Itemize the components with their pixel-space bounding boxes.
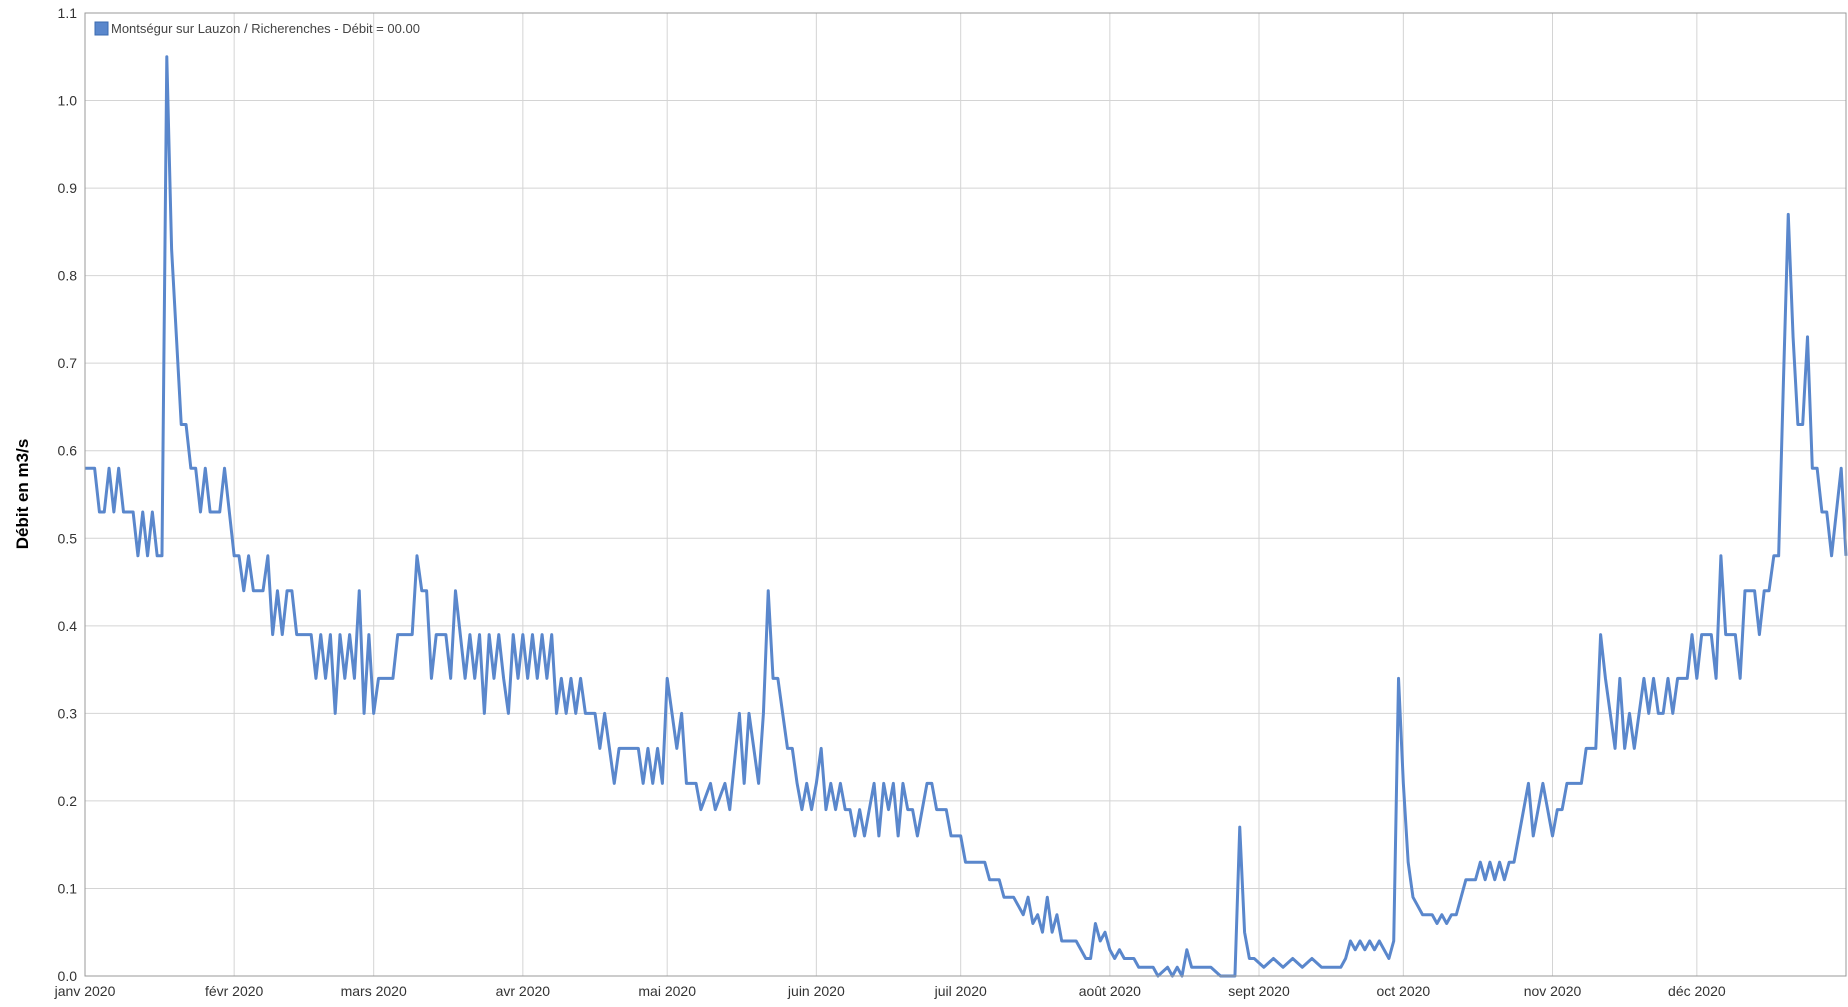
- x-tick-label: janv 2020: [54, 983, 116, 999]
- x-tick-label: nov 2020: [1524, 983, 1582, 999]
- x-tick-label: mai 2020: [638, 983, 696, 999]
- y-axis-label: Débit en m3/s: [13, 439, 32, 550]
- y-tick-label: 0.8: [58, 268, 78, 284]
- y-tick-label: 1.0: [58, 93, 78, 109]
- y-tick-label: 0.2: [58, 793, 78, 809]
- x-tick-label: sept 2020: [1228, 983, 1290, 999]
- x-tick-label: juil 2020: [934, 983, 987, 999]
- x-tick-label: oct 2020: [1376, 983, 1430, 999]
- y-tick-label: 0.9: [58, 180, 78, 196]
- y-tick-label: 0.1: [58, 880, 78, 896]
- x-tick-label: févr 2020: [205, 983, 264, 999]
- plot-border: [84, 12, 1847, 977]
- y-tick-label: 0.6: [58, 443, 78, 459]
- y-tick-label: 0.3: [58, 705, 78, 721]
- plot-area: [84, 12, 1847, 977]
- x-tick-label: août 2020: [1079, 983, 1141, 999]
- legend-swatch: [94, 21, 109, 36]
- x-tick-label: mars 2020: [341, 983, 407, 999]
- legend-label: Montségur sur Lauzon / Richerenches - Dé…: [111, 21, 420, 36]
- x-tick-label: avr 2020: [496, 983, 551, 999]
- x-tick-label: juin 2020: [787, 983, 845, 999]
- y-tick-label: 0.5: [58, 530, 78, 546]
- y-tick-label: 0.4: [58, 618, 78, 634]
- x-tick-label: déc 2020: [1668, 983, 1726, 999]
- y-tick-label: 0.7: [58, 355, 78, 371]
- data-line: [85, 55, 1848, 978]
- y-tick-label: 0.0: [58, 968, 78, 984]
- y-tick-label: 1.1: [58, 5, 78, 21]
